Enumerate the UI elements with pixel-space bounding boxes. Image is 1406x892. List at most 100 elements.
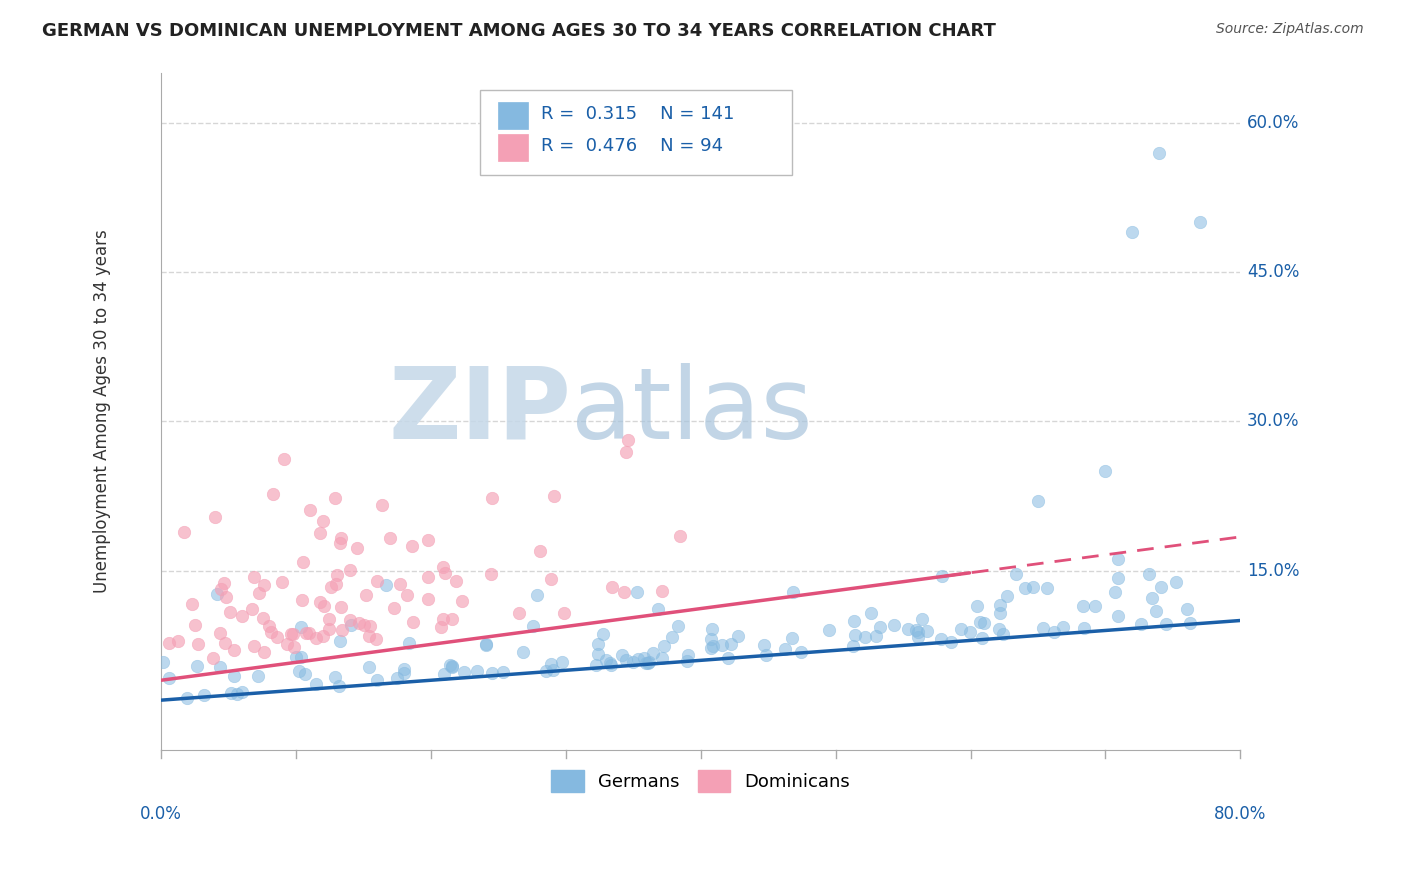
Germans xyxy=(817,623,839,637)
Dominicans xyxy=(184,618,207,632)
Germans xyxy=(440,660,463,674)
Germans xyxy=(973,616,995,631)
Germans xyxy=(152,655,174,669)
Dominicans xyxy=(325,577,347,591)
Dominicans xyxy=(318,623,340,637)
Germans xyxy=(551,655,574,669)
Germans xyxy=(1071,599,1094,613)
Text: ZIP: ZIP xyxy=(388,363,571,460)
Text: GERMAN VS DOMINICAN UNEMPLOYMENT AMONG AGES 30 TO 34 YEARS CORRELATION CHART: GERMAN VS DOMINICAN UNEMPLOYMENT AMONG A… xyxy=(42,22,995,40)
Dominicans xyxy=(378,531,401,545)
Germans xyxy=(1137,566,1160,581)
Dominicans xyxy=(231,609,253,624)
Dominicans xyxy=(668,529,690,543)
Germans xyxy=(294,667,316,681)
Germans xyxy=(988,599,1011,613)
Germans xyxy=(290,620,312,634)
Text: R =  0.315    N = 141: R = 0.315 N = 141 xyxy=(541,105,734,123)
Germans xyxy=(710,638,733,652)
Germans xyxy=(1094,464,1116,478)
Dominicans xyxy=(382,600,405,615)
Dominicans xyxy=(222,643,245,657)
Dominicans xyxy=(291,593,314,607)
Dominicans xyxy=(441,612,464,626)
Germans xyxy=(586,648,609,662)
Germans xyxy=(939,634,962,648)
Germans xyxy=(612,648,634,662)
Germans xyxy=(897,623,920,637)
Dominicans xyxy=(252,611,274,625)
Dominicans xyxy=(330,623,353,637)
Dominicans xyxy=(330,600,353,615)
Germans xyxy=(392,662,415,676)
Germans xyxy=(633,651,655,665)
Dominicans xyxy=(299,503,322,517)
Dominicans xyxy=(325,568,347,582)
Dominicans xyxy=(616,445,638,459)
Dominicans xyxy=(451,593,474,607)
Germans xyxy=(911,612,934,626)
Dominicans xyxy=(294,625,316,640)
Dominicans xyxy=(201,651,224,665)
Dominicans xyxy=(416,533,439,548)
Text: Unemployment Among Ages 30 to 34 years: Unemployment Among Ages 30 to 34 years xyxy=(93,229,111,593)
Germans xyxy=(226,687,249,701)
Dominicans xyxy=(366,632,388,647)
Germans xyxy=(231,684,253,698)
Germans xyxy=(614,653,637,667)
Dominicans xyxy=(402,615,425,629)
Dominicans xyxy=(508,607,530,621)
Germans xyxy=(491,665,513,679)
Germans xyxy=(661,630,683,644)
Germans xyxy=(340,617,363,632)
FancyBboxPatch shape xyxy=(498,102,529,129)
Germans xyxy=(586,637,609,651)
Germans xyxy=(465,665,488,679)
Dominicans xyxy=(314,599,336,613)
Dominicans xyxy=(479,567,502,582)
Germans xyxy=(290,650,312,665)
Dominicans xyxy=(359,629,381,643)
Germans xyxy=(1144,604,1167,618)
Dominicans xyxy=(353,618,375,632)
Germans xyxy=(398,636,420,650)
Dominicans xyxy=(617,433,640,447)
Dominicans xyxy=(214,590,236,604)
Germans xyxy=(700,622,723,636)
Dominicans xyxy=(312,514,335,528)
Dominicans xyxy=(600,580,623,594)
Germans xyxy=(585,657,607,672)
Germans xyxy=(860,606,883,620)
Germans xyxy=(1084,599,1107,613)
Germans xyxy=(385,672,408,686)
Germans xyxy=(288,664,311,678)
Dominicans xyxy=(396,588,419,602)
Germans xyxy=(720,637,742,651)
Germans xyxy=(755,648,778,662)
Germans xyxy=(453,665,475,679)
Dominicans xyxy=(181,597,204,611)
Germans xyxy=(247,669,270,683)
Dominicans xyxy=(271,575,294,590)
Dominicans xyxy=(354,588,377,602)
Germans xyxy=(374,578,396,592)
Dominicans xyxy=(329,531,352,545)
Dominicans xyxy=(366,574,388,589)
Dominicans xyxy=(346,541,368,555)
Text: 80.0%: 80.0% xyxy=(1215,805,1267,822)
Text: atlas: atlas xyxy=(571,363,813,460)
Germans xyxy=(433,666,456,681)
Dominicans xyxy=(388,577,411,591)
Germans xyxy=(1129,616,1152,631)
Germans xyxy=(208,660,231,674)
Dominicans xyxy=(325,491,347,505)
Germans xyxy=(1150,580,1173,594)
Legend: Germans, Dominicans: Germans, Dominicans xyxy=(551,770,851,792)
Text: 45.0%: 45.0% xyxy=(1247,263,1299,281)
Dominicans xyxy=(218,605,240,619)
Germans xyxy=(186,659,208,673)
Germans xyxy=(950,623,973,637)
Dominicans xyxy=(247,585,270,599)
Germans xyxy=(224,669,246,683)
Germans xyxy=(844,614,866,628)
